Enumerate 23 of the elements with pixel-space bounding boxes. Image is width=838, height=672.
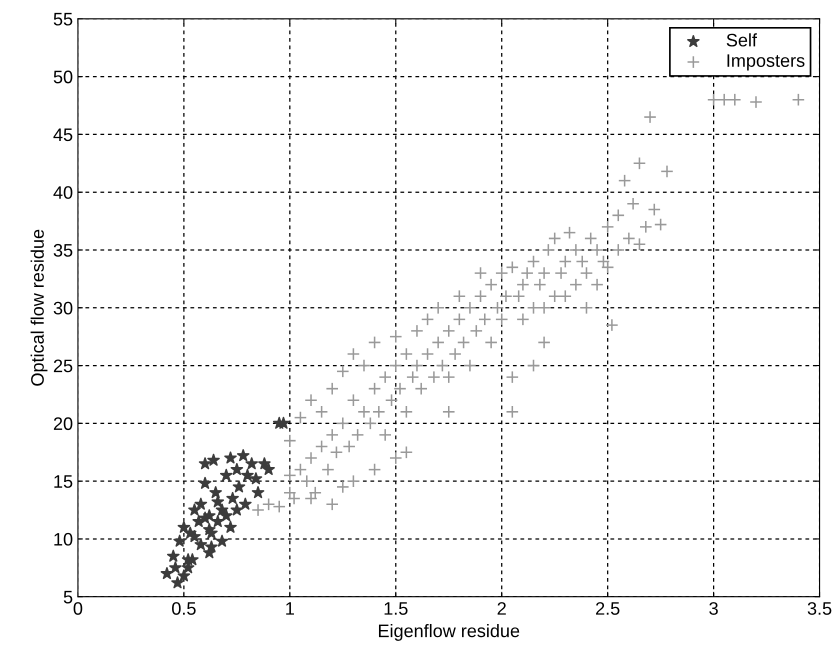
x-tick-label: 1 bbox=[286, 602, 294, 615]
x-tick-label: 2 bbox=[498, 602, 506, 615]
y-tick-label: 55 bbox=[54, 12, 72, 26]
x-tick-label: 0.5 bbox=[172, 602, 196, 615]
y-tick-label: 10 bbox=[54, 532, 72, 546]
y-tick-label: 20 bbox=[54, 417, 72, 430]
y-tick-label: 35 bbox=[54, 244, 72, 257]
x-tick-label: 2.5 bbox=[596, 602, 620, 615]
y-tick-label: 40 bbox=[53, 186, 72, 199]
x-tick-label: 3 bbox=[709, 602, 718, 615]
y-tick-label: 5 bbox=[64, 590, 72, 604]
x-tick-label: 1.5 bbox=[384, 602, 408, 615]
y-tick-label: 30 bbox=[54, 302, 72, 314]
y-tick-label: 25 bbox=[54, 360, 72, 372]
y-tick-label: 50 bbox=[54, 70, 72, 84]
x-tick-label: 3.5 bbox=[808, 602, 832, 615]
y-tick-label: 45 bbox=[53, 128, 72, 142]
legend-label: Imposters bbox=[728, 54, 804, 71]
y-axis-title: Optical flow residue bbox=[30, 230, 48, 386]
y-tick-label: 15 bbox=[54, 475, 72, 488]
legend-label: Self bbox=[726, 33, 757, 47]
x-tick-label: 0 bbox=[74, 602, 82, 615]
x-axis-title: Eigenflow residue bbox=[378, 624, 520, 641]
